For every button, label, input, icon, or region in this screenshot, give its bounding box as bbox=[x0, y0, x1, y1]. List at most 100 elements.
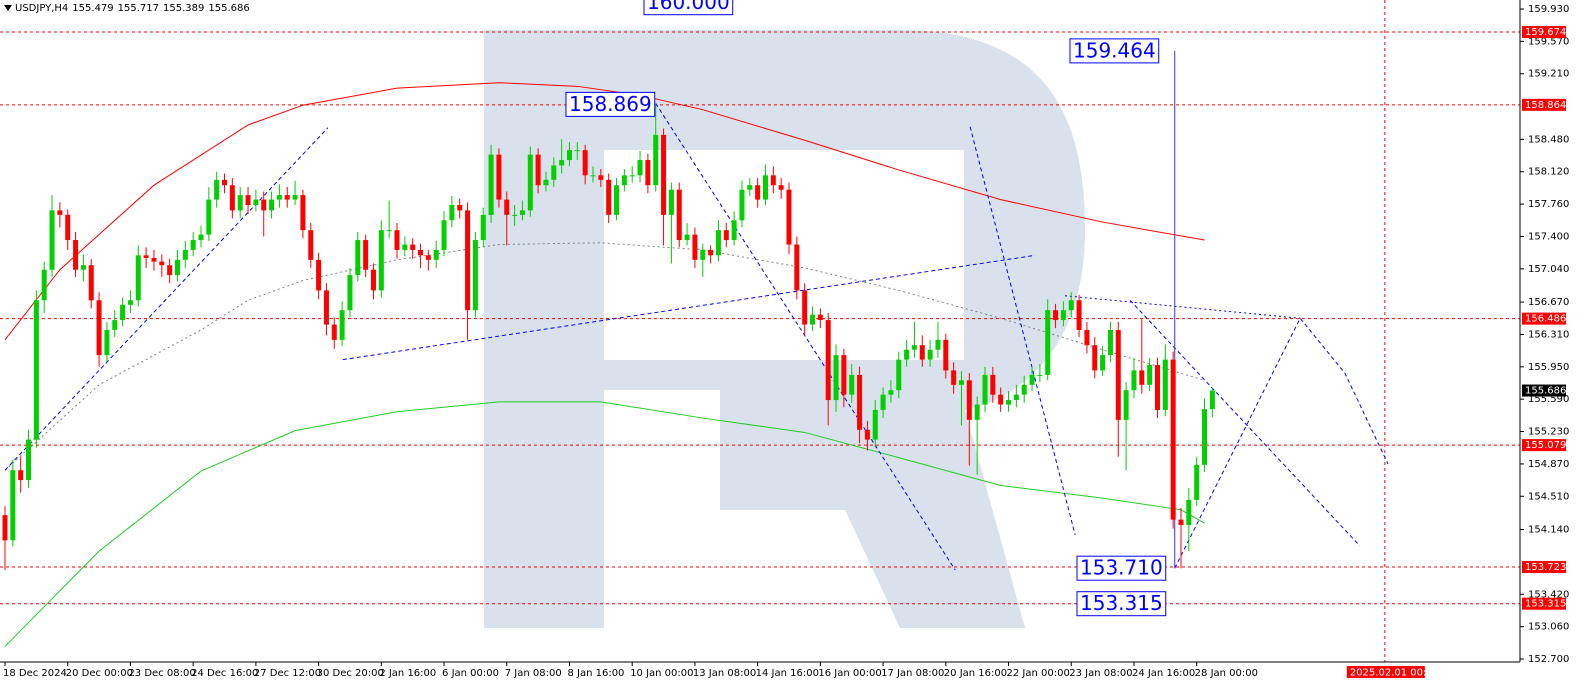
x-tick-label: 23 Dec 08:00 bbox=[128, 668, 195, 679]
candle-body bbox=[292, 195, 298, 200]
candle-body bbox=[229, 185, 235, 211]
candle-body bbox=[598, 175, 604, 180]
candle-body bbox=[692, 234, 698, 260]
candle-body bbox=[316, 259, 322, 291]
level-label-box bbox=[1522, 312, 1566, 325]
candle-body bbox=[245, 195, 251, 205]
candle-body bbox=[1202, 409, 1208, 465]
candle-body bbox=[951, 370, 957, 385]
candle-body bbox=[1209, 390, 1215, 410]
x-tick-label: 10 Jan 00:00 bbox=[630, 668, 693, 679]
candle-body bbox=[614, 185, 620, 215]
y-tick-label: 154.870 bbox=[1528, 459, 1569, 470]
level-label-box bbox=[1522, 439, 1566, 452]
candle-body bbox=[896, 359, 902, 391]
y-tick-label: 157.040 bbox=[1528, 264, 1569, 275]
candle-body bbox=[1194, 464, 1200, 500]
candle-body bbox=[1037, 374, 1043, 376]
candle-body bbox=[174, 259, 180, 276]
y-tick-label: 154.140 bbox=[1528, 525, 1569, 536]
candle-body bbox=[888, 390, 894, 395]
candle-body bbox=[480, 214, 486, 241]
candle-body bbox=[1162, 359, 1168, 410]
x-tick-label: 7 Jan 08:00 bbox=[505, 668, 562, 679]
y-tick-label: 159.930 bbox=[1528, 4, 1569, 15]
level-label-box bbox=[1522, 561, 1566, 574]
candle-body bbox=[127, 300, 133, 305]
candle-body bbox=[1154, 365, 1160, 410]
candle-body bbox=[378, 230, 384, 291]
candle-body bbox=[1006, 400, 1012, 405]
x-tick-label: 13 Jan 08:00 bbox=[693, 668, 756, 679]
x-tick-label: 16 Jan 00:00 bbox=[818, 668, 881, 679]
candle-body bbox=[1053, 310, 1059, 321]
candle-body bbox=[1186, 499, 1192, 526]
candle-body bbox=[488, 154, 494, 215]
x-tick-label: 23 Jan 08:00 bbox=[1069, 668, 1132, 679]
candle-body bbox=[104, 329, 110, 356]
candle-body bbox=[715, 230, 721, 256]
x-tick-label: 14 Jan 16:00 bbox=[756, 668, 819, 679]
candle-body bbox=[1092, 345, 1098, 371]
candle-body bbox=[1060, 310, 1066, 321]
candle-body bbox=[857, 374, 863, 430]
candle-body bbox=[504, 199, 510, 215]
candle-body bbox=[300, 195, 306, 231]
annotation-box bbox=[1076, 591, 1167, 617]
trend-line bbox=[969, 126, 1076, 536]
y-tick-label: 155.230 bbox=[1528, 427, 1569, 438]
candle-body bbox=[935, 339, 941, 350]
time-marker-box bbox=[1346, 666, 1425, 678]
candle-body bbox=[441, 220, 447, 250]
x-tick-label: 20 Jan 16:00 bbox=[944, 668, 1007, 679]
candle-body bbox=[810, 314, 816, 325]
x-tick-label: 27 Dec 12:00 bbox=[254, 668, 321, 679]
candle-body bbox=[755, 185, 761, 200]
candle-body bbox=[1100, 355, 1106, 371]
x-tick-label: 24 Jan 16:00 bbox=[1132, 668, 1195, 679]
candle-body bbox=[96, 300, 102, 356]
candle-body bbox=[990, 374, 996, 395]
x-tick-label: 20 Dec 00:00 bbox=[66, 668, 133, 679]
candle-body bbox=[237, 195, 243, 211]
level-label: 153.315 bbox=[1525, 599, 1566, 610]
candle-body bbox=[700, 249, 706, 260]
candle-body bbox=[2, 515, 8, 541]
x-tick-label: 18 Dec 2024 bbox=[3, 668, 67, 679]
candle-body bbox=[449, 204, 455, 221]
candle-body bbox=[323, 290, 329, 325]
symbol: USDJPY,H4 bbox=[15, 3, 69, 14]
y-tick-label: 153.060 bbox=[1528, 622, 1569, 633]
candle-body bbox=[331, 324, 337, 340]
candle-body bbox=[833, 355, 839, 401]
y-tick-label: 159.210 bbox=[1528, 69, 1569, 80]
annotation-box bbox=[1069, 38, 1160, 64]
candle-body bbox=[637, 160, 643, 176]
candle-body bbox=[222, 179, 228, 186]
indicator-line bbox=[4, 401, 1205, 647]
candle-body bbox=[143, 255, 149, 259]
header-value: 155.717 bbox=[117, 3, 160, 14]
candle-body bbox=[73, 240, 79, 270]
candle-body bbox=[339, 310, 345, 340]
candle-body bbox=[747, 185, 753, 190]
candle-body bbox=[723, 230, 729, 241]
candle-body bbox=[590, 175, 596, 177]
candle-body bbox=[284, 195, 290, 200]
y-tick-label: 157.400 bbox=[1528, 231, 1569, 242]
candle-body bbox=[1068, 300, 1074, 311]
y-tick-label: 156.670 bbox=[1528, 297, 1569, 308]
y-tick-label: 157.760 bbox=[1528, 199, 1569, 210]
candle-body bbox=[621, 175, 627, 186]
candle-body bbox=[770, 175, 776, 186]
candle-body bbox=[786, 189, 792, 245]
candle-body bbox=[629, 175, 635, 177]
annotation-label: 159.464 bbox=[1073, 38, 1156, 62]
candle-body bbox=[574, 150, 580, 152]
time-marker-label: 2025.02.01 00:00 bbox=[1350, 668, 1439, 679]
candle-body bbox=[151, 258, 157, 262]
menu-icon bbox=[4, 5, 12, 11]
candle-body bbox=[88, 265, 94, 301]
candle-body bbox=[425, 255, 431, 260]
